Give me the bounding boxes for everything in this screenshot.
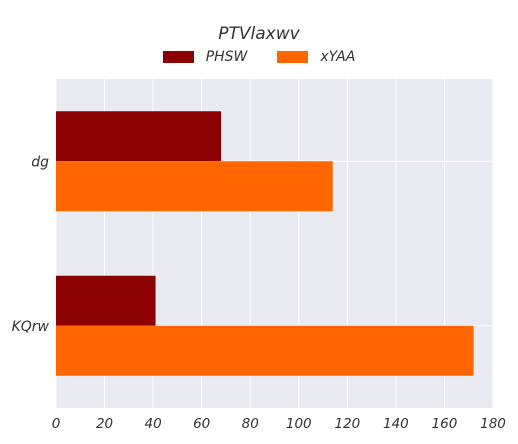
bar-xyaa-dg: [56, 161, 333, 212]
legend-label-xyaa: xYAA: [320, 49, 356, 65]
legend-label-phsw: PHSW: [205, 49, 248, 65]
legend-item-xyaa: xYAA: [277, 49, 355, 65]
x-tick-label-4: 80: [242, 416, 259, 432]
x-tick-label-7: 140: [383, 416, 409, 432]
x-tick-label-5: 100: [286, 416, 312, 432]
x-tick-label-8: 160: [432, 416, 458, 432]
x-tick-label-3: 60: [193, 416, 210, 432]
y-tick-label-1: KQrw: [12, 319, 50, 335]
x-tick-label-0: 0: [52, 416, 61, 432]
x-tick-label-6: 120: [334, 416, 360, 432]
y-tick-label-0: dg: [31, 154, 49, 170]
bar-phsw-dg: [56, 111, 222, 162]
legend-swatch-xyaa: [277, 51, 309, 63]
legend-item-phsw: PHSW: [162, 49, 248, 65]
bar-xyaa-kqrw: [56, 325, 474, 376]
legend: PHSW xYAA: [0, 49, 518, 65]
x-tick-label-1: 20: [96, 416, 113, 432]
legend-swatch-phsw: [162, 51, 194, 63]
bar-phsw-kqrw: [56, 275, 156, 326]
x-tick-label-9: 180: [480, 416, 506, 432]
chart-title: PTVlaxwv: [218, 24, 300, 44]
x-tick-label-2: 40: [145, 416, 162, 432]
